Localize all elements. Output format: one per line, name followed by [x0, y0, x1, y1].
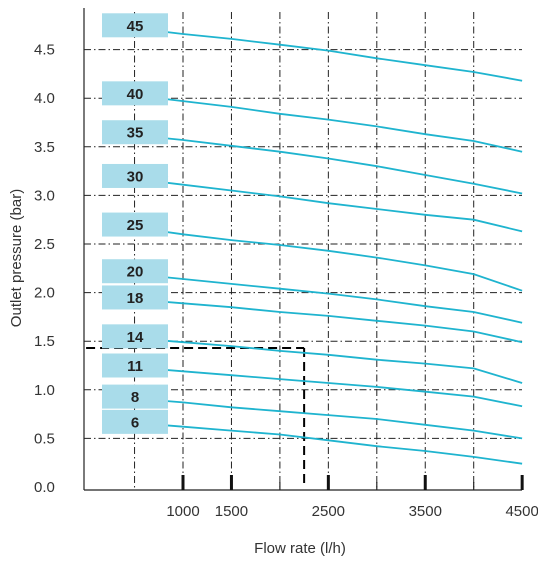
series-label-box-20 [102, 259, 168, 284]
series-label-18: 18 [127, 290, 144, 307]
x-tick-label: 4500 [505, 503, 538, 520]
y-tick-label: 3.0 [34, 187, 55, 204]
x-tick-label: 3500 [409, 503, 442, 520]
series-line-8 [134, 395, 523, 440]
series-label-45: 45 [127, 18, 144, 35]
series-label-box-30 [102, 163, 168, 188]
y-tick-label: 4.0 [34, 90, 55, 107]
y-tick-label: 4.5 [34, 42, 55, 59]
series-label-30: 30 [127, 168, 144, 185]
series-label-box-11 [102, 353, 168, 378]
series-label-box-35 [102, 120, 168, 145]
series-label-box-18 [102, 285, 168, 310]
x-axis-title: Flow rate (l/h) [254, 540, 346, 557]
axes-layer: 0.0 0.5 1.0 1.5 2.0 2.5 3.0 3.5 4.0 4.5 1000 1500 25… [34, 8, 538, 520]
y-tick-label: 0.5 [34, 430, 55, 447]
series-label-box-40 [102, 81, 168, 106]
series-labels-layer: 45 40 35 30 25 20 18 14 11 8 6 [102, 13, 168, 434]
x-tick-label: 1500 [215, 503, 248, 520]
series-label-box-6 [102, 409, 168, 434]
series-label-20: 20 [127, 264, 144, 281]
series-label-box-25 [102, 212, 168, 237]
x-tick-label: 2500 [312, 503, 345, 520]
series-label-11: 11 [127, 358, 143, 375]
series-label-box-14 [102, 324, 168, 349]
series-label-25: 25 [127, 217, 144, 234]
y-tick-label: 2.0 [34, 285, 55, 302]
x-tick-label: 1000 [166, 503, 199, 520]
series-label-box-8 [102, 384, 168, 409]
y-tick-label: 0.0 [34, 479, 55, 496]
series-label-6: 6 [131, 414, 139, 431]
y-tick-label: 3.5 [34, 139, 55, 156]
series-label-box-45 [102, 13, 168, 38]
series-label-40: 40 [127, 86, 144, 103]
y-tick-label: 2.5 [34, 236, 55, 253]
y-tick-label: 1.0 [34, 382, 55, 399]
series-label-14: 14 [127, 329, 144, 346]
grid-layer [84, 12, 522, 490]
y-axis-title: Outlet pressure (bar) [8, 189, 25, 327]
series-label-8: 8 [131, 389, 139, 406]
series-label-35: 35 [127, 125, 144, 142]
y-tick-label: 1.5 [34, 333, 55, 350]
series-line-30 [134, 175, 523, 233]
